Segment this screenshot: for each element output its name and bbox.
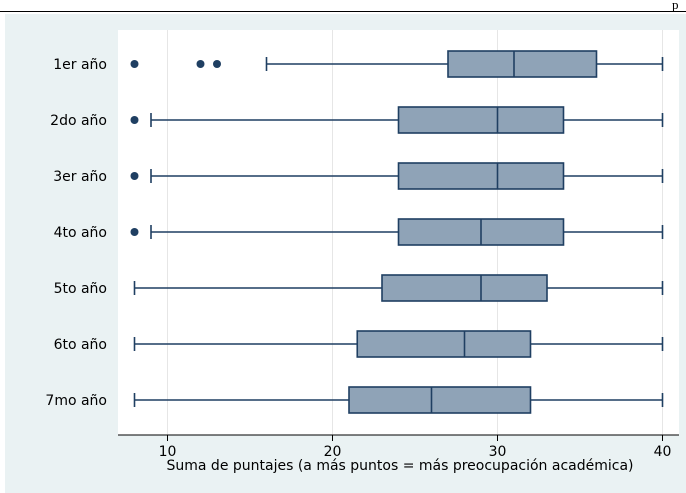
category-label-row-4: 4to año bbox=[54, 225, 107, 241]
iqr-box-row-1 bbox=[447, 50, 598, 78]
x-tick-label-30: 30 bbox=[489, 444, 507, 460]
iqr-box-row-5 bbox=[381, 274, 548, 302]
category-label-row-7: 7mo año bbox=[45, 393, 107, 409]
box-row-5 bbox=[133, 274, 664, 302]
outlier-point-row-1-2 bbox=[196, 60, 205, 68]
outlier-point-row-1-1 bbox=[130, 60, 139, 68]
category-label-row-3: 3er año bbox=[53, 169, 107, 185]
x-tick-label-10: 10 bbox=[159, 444, 177, 460]
iqr-box-row-7 bbox=[348, 386, 532, 414]
page-header-rule bbox=[0, 11, 686, 12]
axis-layer bbox=[118, 434, 679, 441]
box-row-4 bbox=[130, 218, 664, 246]
outlier-point-row-1-3 bbox=[213, 60, 221, 68]
category-label-row-5: 5to año bbox=[54, 281, 107, 297]
label-layer: 10 20 30 40 1er año 2do año 3er año 4to año 5to … bbox=[45, 57, 671, 460]
box-row-6 bbox=[133, 330, 664, 358]
box-layer bbox=[130, 50, 664, 414]
box-row-2 bbox=[130, 106, 664, 134]
x-axis-title: Suma de puntajes (a más puntos = más pre… bbox=[167, 458, 634, 474]
iqr-box-row-2 bbox=[397, 106, 565, 134]
iqr-box-row-6 bbox=[356, 330, 532, 358]
category-label-row-2: 2do año bbox=[50, 113, 107, 129]
category-label-row-1: 1er año bbox=[53, 57, 107, 73]
box-row-3 bbox=[130, 162, 664, 190]
outlier-point-row-2-1 bbox=[130, 116, 139, 124]
outlier-point-row-3-1 bbox=[130, 172, 139, 180]
page-corner-letter: p bbox=[672, 0, 679, 12]
box-row-1 bbox=[130, 50, 664, 78]
iqr-box-row-3 bbox=[397, 162, 565, 190]
x-tick-label-20: 20 bbox=[324, 444, 342, 460]
x-tick-label-40: 40 bbox=[654, 444, 672, 460]
box-row-7 bbox=[133, 386, 664, 414]
outlier-point-row-4-1 bbox=[130, 228, 139, 236]
category-label-row-6: 6to año bbox=[54, 337, 107, 353]
